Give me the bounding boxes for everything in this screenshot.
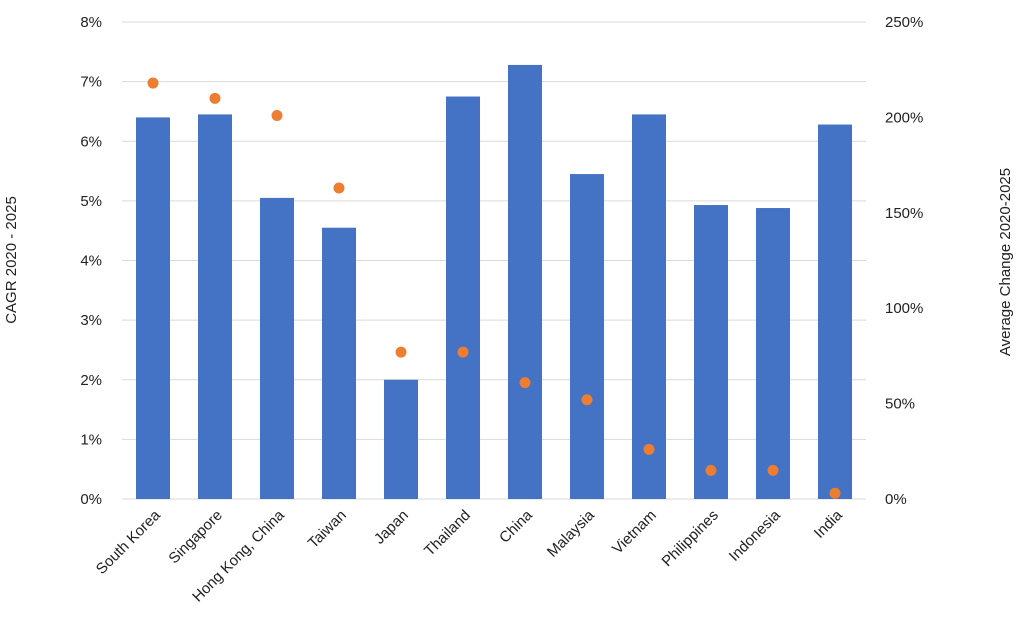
category-label: Malaysia: [544, 506, 598, 560]
category-label: Singapore: [165, 507, 225, 567]
category-label: South Korea: [93, 506, 164, 577]
bar: [694, 205, 728, 499]
category-label: Thailand: [421, 507, 474, 560]
dot: [457, 346, 469, 358]
left-axis-title: CAGR 2020 - 2025: [3, 196, 20, 324]
right-tick-label: 100%: [885, 300, 923, 317]
left-tick-label: 4%: [80, 253, 102, 270]
bar: [508, 64, 542, 500]
dot: [643, 443, 655, 455]
dot: [209, 92, 221, 104]
right-tick-label: 0%: [885, 491, 907, 508]
bar: [322, 227, 356, 500]
bar: [632, 114, 666, 499]
dot: [395, 346, 407, 358]
dot: [767, 464, 779, 476]
dot-series: [147, 77, 841, 499]
left-tick-label: 0%: [80, 491, 102, 508]
category-label: Taiwan: [305, 507, 350, 552]
left-tick-label: 2%: [80, 372, 102, 389]
category-label: China: [496, 506, 536, 546]
category-label: Japan: [371, 507, 412, 548]
bar: [818, 124, 852, 500]
right-tick-label: 150%: [885, 205, 923, 222]
left-tick-label: 3%: [80, 312, 102, 329]
category-label: Philippines: [659, 507, 722, 570]
category-label: India: [811, 506, 846, 541]
right-tick-label: 200%: [885, 109, 923, 126]
gridlines: [122, 21, 866, 500]
left-tick-label: 8%: [80, 14, 102, 31]
bar: [260, 197, 294, 500]
dot: [333, 182, 345, 194]
left-tick-label: 6%: [80, 133, 102, 150]
dot: [581, 394, 593, 406]
dot: [829, 487, 841, 499]
bar: [136, 117, 170, 500]
left-tick-label: 5%: [80, 193, 102, 210]
dot: [519, 377, 531, 389]
category-label: Indonesia: [726, 506, 784, 564]
left-axis-ticks: 0% 1% 2% 3% 4% 5% 6% 7% 8%: [80, 14, 102, 508]
bar: [446, 96, 480, 499]
dot: [147, 77, 159, 89]
bar: [384, 379, 418, 499]
bar: [570, 174, 604, 499]
right-tick-label: 50%: [885, 396, 915, 413]
dot: [271, 109, 283, 121]
right-tick-label: 250%: [885, 14, 923, 31]
right-axis-title: Average Change 2020-2025: [997, 168, 1014, 356]
bar-series: [136, 64, 852, 500]
right-axis-ticks: 0% 50% 100% 150% 200% 250%: [885, 14, 923, 508]
left-tick-label: 1%: [80, 431, 102, 448]
bar: [756, 208, 790, 499]
bar: [198, 114, 232, 499]
dot: [705, 464, 717, 476]
category-label: Vietnam: [609, 507, 660, 558]
left-tick-label: 7%: [80, 74, 102, 91]
